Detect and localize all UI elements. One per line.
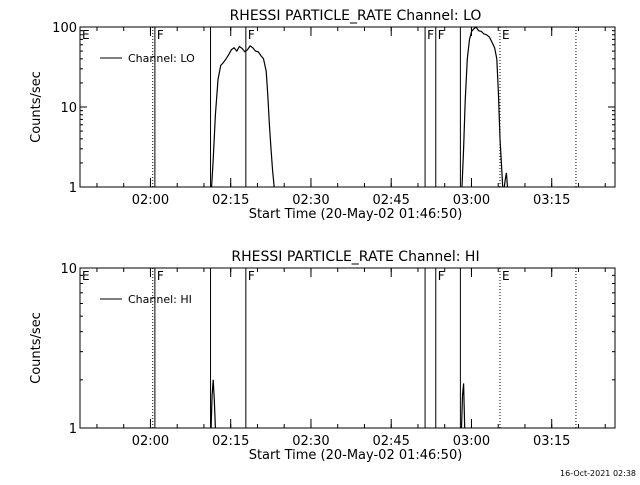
x-tick-label: 02:15 xyxy=(212,434,249,449)
data-series-1 xyxy=(210,379,216,429)
y-tick-label: 1 xyxy=(69,181,77,196)
flag-label: F xyxy=(157,269,164,283)
data-series-3 xyxy=(503,172,509,188)
chart-title: RHESSI PARTICLE_RATE Channel: LO xyxy=(230,8,482,24)
x-tick-label: 02:30 xyxy=(292,434,329,449)
y-tick-label: 1 xyxy=(69,422,77,437)
x-tick-label: 02:45 xyxy=(372,193,409,208)
y-tick-label: 10 xyxy=(60,262,77,277)
legend-label: Channel: LO xyxy=(128,52,195,65)
data-series-1 xyxy=(211,45,275,188)
flag-label: F xyxy=(427,28,434,42)
y-axis-label: Counts/sec xyxy=(29,71,44,143)
y-tick-label: 10 xyxy=(60,101,77,116)
flag-label: F xyxy=(248,28,255,42)
flag-label: E xyxy=(502,269,510,283)
x-tick-label: 03:15 xyxy=(533,193,570,208)
flag-label: E xyxy=(82,28,90,42)
flag-label: F xyxy=(248,269,255,283)
flag-label: F xyxy=(157,28,164,42)
data-series-2 xyxy=(460,383,466,429)
chart-panel-1: RHESSI PARTICLE_RATE Channel: LO 1 10 100 02… xyxy=(29,8,616,222)
chart-panel-2: RHESSI PARTICLE_RATE Channel: HI 1 10 02:00… xyxy=(29,249,616,463)
x-tick-label: 02:15 xyxy=(212,193,249,208)
date-stamp: 16-Oct-2021 02:38 xyxy=(560,469,636,478)
x-tick-label: 02:00 xyxy=(132,434,169,449)
y-tick-label: 100 xyxy=(52,21,77,36)
x-axis-label: Start Time (20-May-02 01:46:50) xyxy=(249,207,463,222)
flag-label: E xyxy=(82,269,90,283)
y-axis-label: Counts/sec xyxy=(29,312,44,384)
plot-frame xyxy=(79,26,616,188)
data-series-2 xyxy=(461,26,504,188)
x-tick-label: 03:00 xyxy=(453,193,490,208)
legend-label: Channel: HI xyxy=(128,293,192,306)
x-tick-label: 03:15 xyxy=(533,434,570,449)
plot-frame xyxy=(79,267,616,429)
flag-label: E xyxy=(502,28,510,42)
chart-title: RHESSI PARTICLE_RATE Channel: HI xyxy=(231,249,479,265)
x-tick-label: 03:00 xyxy=(453,434,490,449)
x-axis-label: Start Time (20-May-02 01:46:50) xyxy=(249,448,463,463)
x-tick-label: 02:00 xyxy=(132,193,169,208)
flag-label: F xyxy=(438,28,445,42)
flag-label: F xyxy=(438,269,445,283)
x-tick-label: 02:30 xyxy=(292,193,329,208)
x-tick-label: 02:45 xyxy=(372,434,409,449)
